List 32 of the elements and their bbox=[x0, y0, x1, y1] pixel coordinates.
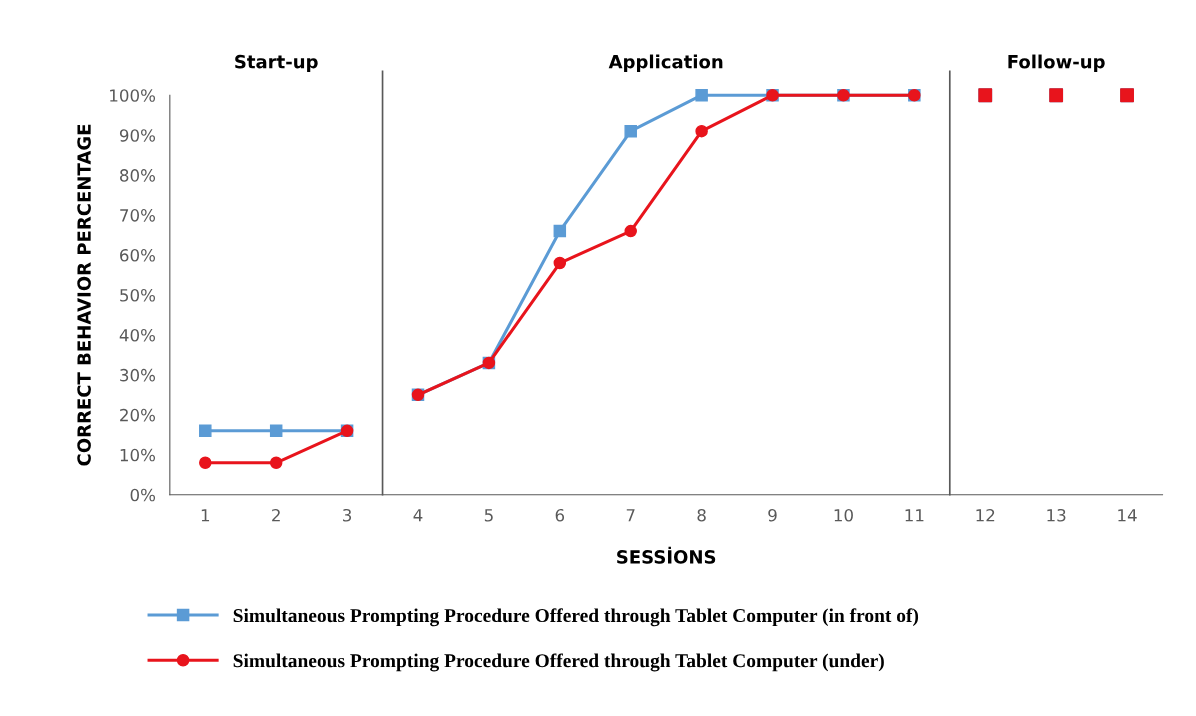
x-tick-label: 5 bbox=[484, 509, 493, 522]
y-tick-label: 30% bbox=[120, 368, 156, 382]
x-tick-label: 10 bbox=[834, 508, 853, 522]
x-tick-label: 2 bbox=[272, 508, 280, 522]
x-tick-label: 11 bbox=[905, 509, 924, 522]
x-tick-label: 4 bbox=[413, 509, 423, 522]
x-tick-label: 8 bbox=[697, 508, 706, 522]
x-tick-label: 3 bbox=[343, 508, 352, 522]
text: Start-up bbox=[235, 54, 318, 72]
x-tick-label: 9 bbox=[768, 508, 777, 522]
legend-label: Simultaneous Prompting Procedure Offered through Tablet Computer (under) bbox=[233, 653, 884, 672]
y-tick-label: 50% bbox=[120, 288, 156, 302]
y-tick-label: 100% bbox=[110, 89, 156, 102]
text: Follow-up bbox=[1008, 54, 1105, 72]
y-tick-label: 80% bbox=[120, 169, 156, 182]
y-tick-label: 0% bbox=[130, 488, 156, 502]
x-tick-label: 13 bbox=[1047, 508, 1066, 522]
x-tick-label: 7 bbox=[626, 509, 635, 522]
y-tick-label: 90% bbox=[119, 129, 156, 142]
text: Application bbox=[608, 54, 723, 72]
y-tick-label: 40% bbox=[119, 328, 156, 342]
x-tick-label: 14 bbox=[1118, 509, 1137, 522]
x-tick-label: 6 bbox=[555, 508, 565, 522]
y-tick-label: 70% bbox=[120, 209, 156, 222]
x-tick-label: 12 bbox=[976, 508, 995, 522]
y-tick-label: 60% bbox=[120, 249, 156, 262]
x-axis-title: SESSİONS bbox=[617, 546, 716, 564]
x-tick-label: 1 bbox=[201, 509, 210, 522]
y-tick-label: 20% bbox=[120, 408, 156, 422]
y-tick-label: 10% bbox=[120, 448, 156, 462]
legend-label: Simultaneous Prompting Procedure Offered through Tablet Computer (in front of) bbox=[233, 608, 919, 627]
y-axis-title: CORRECT BEHAVIOR PERCENTAGE bbox=[77, 124, 91, 466]
